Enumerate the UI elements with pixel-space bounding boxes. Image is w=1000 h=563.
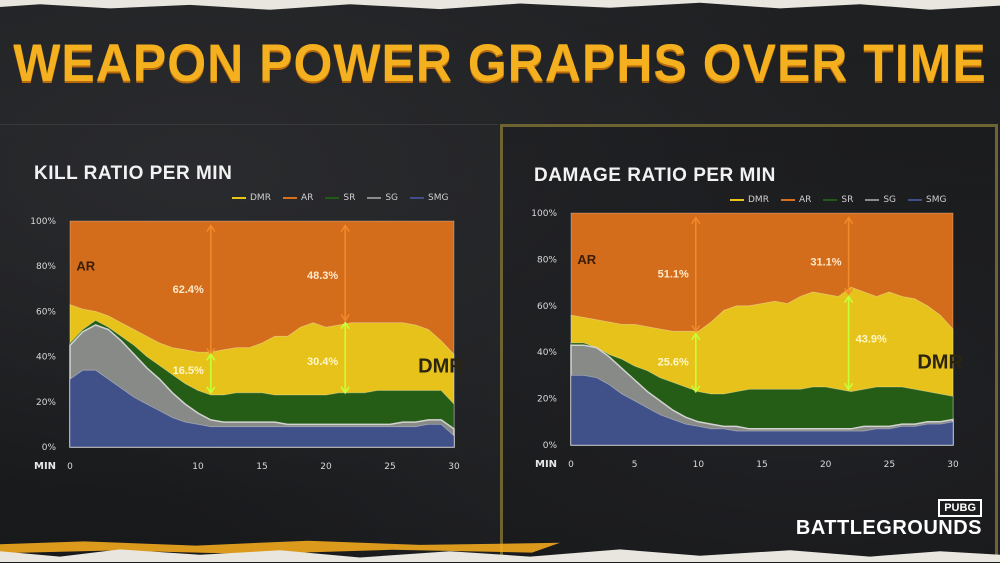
series-label-dmr: DMR xyxy=(917,351,963,373)
x-tick-label: 0 xyxy=(67,462,73,472)
legend-swatch xyxy=(410,197,425,199)
pubg-battlegrounds-logo: PUBG BATTLEGROUNDS xyxy=(796,496,982,540)
legend-item-sg: SG xyxy=(865,195,896,205)
damage-ratio-panel: DAMAGE RATIO PER MIN DMR AR SR SG SMG 0% 20% 4… xyxy=(500,124,998,562)
x-tick-label: 30 xyxy=(448,462,460,472)
legend-item-ar: AR xyxy=(282,193,314,203)
x-tick-label: 10 xyxy=(693,460,705,470)
y-tick-label: 60% xyxy=(537,302,557,312)
annotation-label: 16.5% xyxy=(173,365,204,377)
arrowhead-bottom xyxy=(206,386,216,395)
arrowhead-top xyxy=(843,216,854,225)
y-tick-label: 80% xyxy=(36,262,56,272)
x-axis-label: MIN xyxy=(535,459,557,470)
x-tick-label: 25 xyxy=(884,460,895,470)
legend-swatch xyxy=(823,199,838,201)
arrowhead-top xyxy=(206,352,216,361)
arrowhead-bottom xyxy=(843,382,854,391)
y-tick-label: 100% xyxy=(30,217,56,227)
arrowhead-top xyxy=(340,224,350,232)
x-tick-label: 0 xyxy=(568,460,574,470)
legend-label: SG xyxy=(883,195,897,205)
area-smg xyxy=(69,369,455,448)
legend-item-ar: AR xyxy=(780,195,812,205)
legend-label: SMG xyxy=(926,195,947,205)
legend-label: SR xyxy=(841,195,854,205)
legend-item-smg: SMG xyxy=(908,195,946,205)
legend-label: SMG xyxy=(428,193,449,203)
legend-swatch xyxy=(780,199,795,201)
y-tick-label: 40% xyxy=(537,348,557,358)
x-tick-label: 5 xyxy=(632,460,638,470)
y-tick-label: 40% xyxy=(36,353,56,363)
arrowhead-bottom xyxy=(691,324,701,333)
annotation-label: 62.4% xyxy=(173,284,204,296)
legend-swatch xyxy=(865,199,880,201)
y-tick-label: 0% xyxy=(543,441,558,451)
legend-swatch xyxy=(367,197,382,199)
y-tick-label: 60% xyxy=(36,307,56,317)
y-tick-label: 20% xyxy=(537,395,557,405)
kill-ratio-chart: 0% 20% 40% 60% 80% 100% 0 10 15 20 25 30 MIN AR DMR 62.… xyxy=(30,217,464,472)
chart-legend: DMR AR SR SG SMG xyxy=(730,195,946,205)
annotation-label: 51.1% xyxy=(658,268,689,280)
annotation-label: 25.6% xyxy=(658,356,689,368)
x-axis-label: MIN xyxy=(34,461,56,472)
y-tick-label: 20% xyxy=(36,398,56,408)
area-smg xyxy=(570,375,954,446)
arrowhead-bottom xyxy=(340,313,350,322)
legend-item-dmr: DMR xyxy=(730,195,769,205)
logo-battlegrounds-text: BATTLEGROUNDS xyxy=(795,517,982,539)
annotation-label: 43.9% xyxy=(856,333,887,345)
x-tick-label: 10 xyxy=(192,462,204,472)
arrowhead-bottom xyxy=(691,385,701,394)
arrowhead-top xyxy=(691,216,701,225)
legend-swatch xyxy=(325,197,340,199)
series-label-ar: AR xyxy=(76,259,95,274)
annotation-label: 30.4% xyxy=(307,356,338,368)
x-tick-label: 20 xyxy=(820,460,832,470)
legend-item-sr: SR xyxy=(325,193,355,203)
legend-swatch xyxy=(282,197,297,199)
chart-legend: DMR AR SR SG SMG xyxy=(232,193,448,203)
arrowhead-top xyxy=(206,224,216,232)
x-tick-label: 15 xyxy=(756,460,767,470)
logo-pubg-text: PUBG xyxy=(938,499,982,517)
x-tick-label: 30 xyxy=(947,460,959,470)
torn-paper-top xyxy=(0,0,1000,10)
legend-label: AR xyxy=(300,193,314,203)
x-tick-label: 15 xyxy=(256,462,267,472)
arrowhead-top xyxy=(691,332,701,341)
legend-item-smg: SMG xyxy=(410,193,448,203)
legend-item-dmr: DMR xyxy=(232,193,271,203)
arrowhead-top xyxy=(340,321,350,330)
legend-item-sr: SR xyxy=(823,195,853,205)
x-tick-label: 20 xyxy=(320,462,332,472)
annotation-label: 48.3% xyxy=(307,270,338,282)
legend-swatch xyxy=(232,197,246,199)
y-tick-label: 0% xyxy=(42,443,57,453)
arrowhead-bottom xyxy=(340,386,350,395)
legend-label: SR xyxy=(343,193,356,203)
x-tick-label: 25 xyxy=(384,462,395,472)
legend-label: SG xyxy=(385,193,399,203)
arrowhead-top xyxy=(843,295,854,303)
y-tick-label: 100% xyxy=(531,209,557,219)
legend-swatch xyxy=(730,199,744,201)
arrowhead-bottom xyxy=(843,287,854,296)
legend-label: DMR xyxy=(250,193,271,203)
series-label-dmr: DMR xyxy=(418,355,464,377)
series-label-ar: AR xyxy=(577,252,596,267)
legend-label: DMR xyxy=(748,195,769,205)
legend-label: AR xyxy=(798,195,812,205)
chart-title: KILL RATIO PER MIN xyxy=(34,163,233,184)
damage-ratio-chart: 0% 20% 40% 60% 80% 100% 0 5 10 15 20 25 30 MIN AR DMR 51… xyxy=(531,209,963,470)
y-tick-label: 80% xyxy=(537,255,557,265)
page-title: WEAPON POWER GRAPHS OVER TIME xyxy=(13,33,987,93)
annotation-label: 31.1% xyxy=(810,257,841,269)
kill-ratio-panel: KILL RATIO PER MIN DMR AR SR SG SMG 0% 20% 40%… xyxy=(0,124,498,563)
legend-item-sg: SG xyxy=(367,193,398,203)
chart-title: DAMAGE RATIO PER MIN xyxy=(534,165,776,186)
legend-swatch xyxy=(908,199,923,201)
